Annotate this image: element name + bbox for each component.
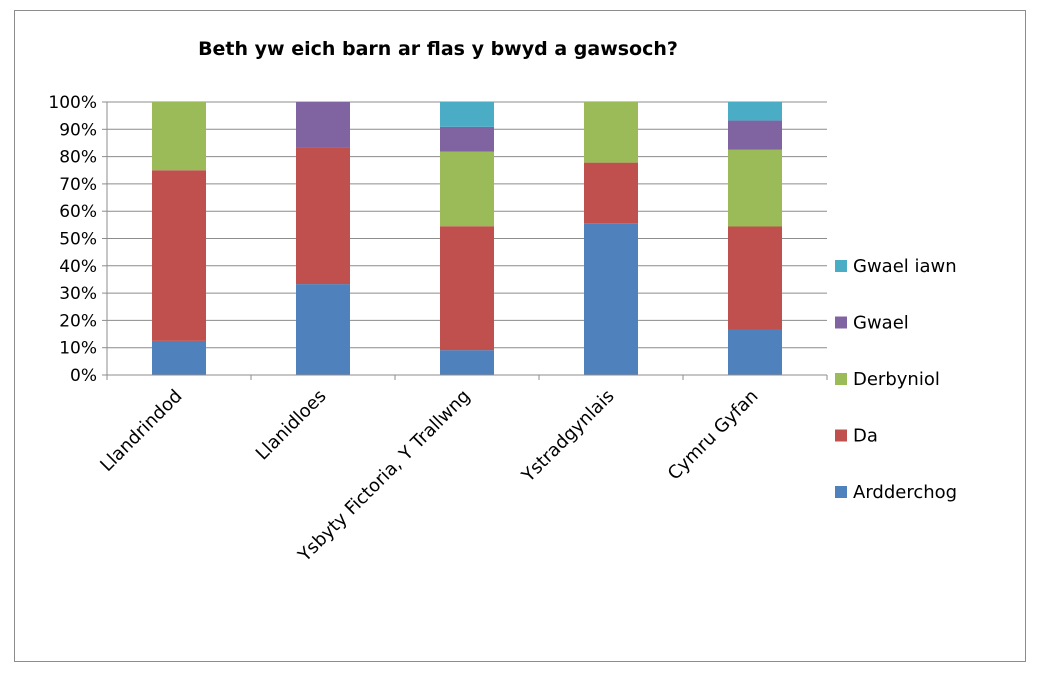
- y-tick-label: 40%: [59, 257, 97, 277]
- bar-segment-ardderchog: [728, 329, 782, 375]
- legend-swatch: [835, 373, 847, 385]
- y-tick-label: 10%: [59, 339, 97, 359]
- x-tick-label: Ysbyty Fictoria, Y Trallwng: [294, 386, 475, 567]
- bars: [152, 102, 782, 375]
- chart-title: Beth yw eich barn ar flas y bwyd a gawso…: [198, 38, 678, 60]
- y-tick-label: 0%: [70, 366, 97, 386]
- y-tick-label: 30%: [59, 284, 97, 304]
- legend-label: Ardderchog: [853, 482, 957, 503]
- y-tick-label: 100%: [48, 93, 97, 113]
- legend-swatch: [835, 316, 847, 329]
- bar-segment-da: [584, 162, 638, 224]
- bar-segment-derbyniol: [728, 149, 782, 227]
- x-tick-label: Llanidloes: [252, 386, 331, 465]
- bar-segment-da: [440, 226, 494, 351]
- bar-segment-da: [152, 170, 206, 341]
- legend-swatch: [835, 260, 847, 272]
- y-tick-label: 50%: [59, 230, 97, 250]
- chart-frame: Beth yw eich barn ar flas y bwyd a gawso…: [14, 10, 1026, 662]
- bar-segment-gwael: [296, 102, 350, 148]
- bar-segment-ardderchog: [584, 223, 638, 375]
- bar-segment-gwael-iawn: [440, 102, 494, 127]
- legend-label: Gwael: [853, 313, 909, 334]
- bar-segment-ardderchog: [296, 284, 350, 375]
- y-tick-label: 60%: [59, 202, 97, 222]
- legend: Gwael iawn Gwael Derbyniol Da Ardderchog: [835, 256, 957, 503]
- bar-segment-derbyniol: [440, 151, 494, 227]
- bar-segment-derbyniol: [584, 102, 638, 163]
- legend-label: Gwael iawn: [853, 256, 957, 277]
- legend-label: Da: [853, 426, 878, 447]
- x-tick-label: Ystradgynlais: [517, 386, 618, 487]
- bar-segment-gwael: [728, 120, 782, 150]
- legend-label: Derbyniol: [853, 369, 940, 390]
- bar-segment-gwael-iawn: [728, 102, 782, 121]
- bar-segment-da: [728, 226, 782, 330]
- y-tick-label: 70%: [59, 175, 97, 195]
- bar-segment-ardderchog: [152, 340, 206, 375]
- x-tick-label: Cymru Gyfan: [664, 386, 763, 485]
- y-tick-label: 90%: [59, 120, 97, 140]
- bar-segment-da: [296, 147, 350, 285]
- y-tick-label: 20%: [59, 311, 97, 331]
- y-tick-label: 80%: [59, 148, 97, 168]
- x-tick-label: Llandrindod: [96, 386, 186, 476]
- legend-swatch: [835, 486, 847, 498]
- legend-swatch: [835, 429, 847, 442]
- bar-segment-derbyniol: [152, 102, 206, 171]
- chart: Beth yw eich barn ar flas y bwyd a gawso…: [48, 38, 957, 567]
- bar-segment-gwael: [440, 126, 494, 152]
- bar-segment-ardderchog: [440, 350, 494, 375]
